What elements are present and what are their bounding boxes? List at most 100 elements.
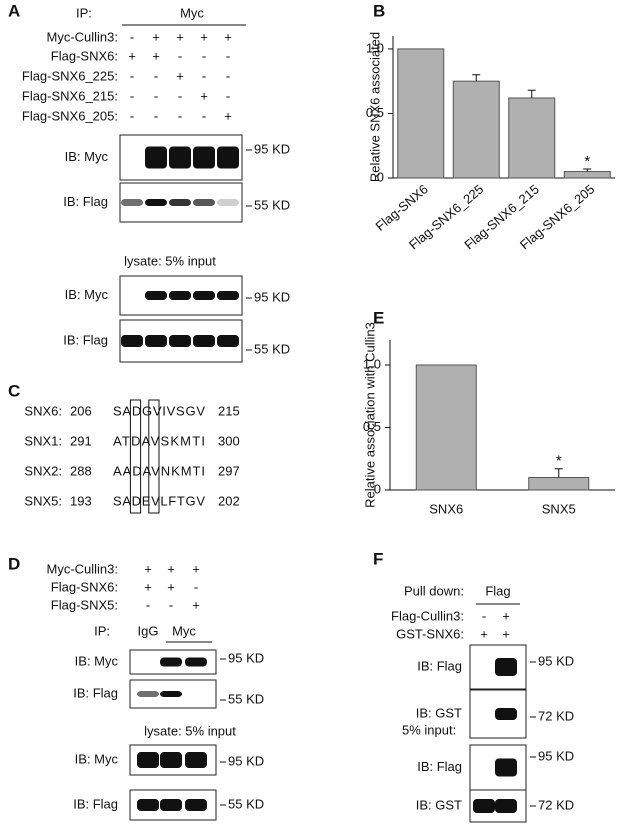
error-bar xyxy=(527,89,536,98)
marker-label: 95 KD xyxy=(228,650,264,665)
condition-label: Flag-Cullin3: xyxy=(391,608,464,623)
residue-end: 297 xyxy=(218,463,240,478)
blot-label: IB: Flag xyxy=(73,796,118,811)
band xyxy=(495,758,517,777)
blot-label: IB: Flag xyxy=(63,332,108,347)
y-axis-label: Relative association with Cullin3 xyxy=(362,322,377,508)
condition-sign: + xyxy=(152,48,160,63)
band xyxy=(137,691,159,697)
significance: * xyxy=(556,453,562,470)
lysate-label: lysate: 5% input xyxy=(124,253,216,268)
condition-sign: - xyxy=(130,108,134,123)
bar xyxy=(528,477,590,491)
condition-sign: - xyxy=(178,48,182,63)
band xyxy=(145,335,167,347)
alignment-box xyxy=(129,399,142,514)
protein-name: SNX6: xyxy=(24,403,62,418)
marker-label: 55 KD xyxy=(254,197,290,212)
bar xyxy=(415,364,477,491)
band xyxy=(145,199,167,206)
condition-label: Flag-SNX6: xyxy=(51,579,118,594)
marker-label: 95 KD xyxy=(538,653,574,668)
y-axis-label: Relative SNX6 associated xyxy=(367,32,382,182)
condition-sign: - xyxy=(130,88,134,103)
band xyxy=(193,335,215,347)
pulldown-label: Flag xyxy=(485,583,510,598)
condition-sign: + xyxy=(502,626,510,641)
x-tick-label: Flag-SNX6 xyxy=(373,181,431,233)
condition-sign: + xyxy=(176,29,184,44)
condition-label: Myc-Cullin3: xyxy=(46,29,118,44)
bar xyxy=(563,171,611,179)
residue-end: 202 xyxy=(218,493,240,508)
condition-sign: + xyxy=(224,108,232,123)
marker-label: 95 KD xyxy=(228,753,264,768)
ip-lane: Myc xyxy=(172,623,196,638)
band xyxy=(185,799,207,811)
condition-sign: - xyxy=(226,48,230,63)
condition-sign: + xyxy=(192,561,200,576)
pulldown-label: Pull down: xyxy=(404,583,464,598)
band xyxy=(193,146,215,169)
residue-end: 215 xyxy=(218,403,240,418)
condition-sign: + xyxy=(144,561,152,576)
condition-sign: + xyxy=(480,626,488,641)
panel-label: D xyxy=(8,554,20,573)
protein-name: SNX5: xyxy=(24,493,62,508)
condition-sign: + xyxy=(200,29,208,44)
significance: * xyxy=(584,153,590,170)
ip-lane: IgG xyxy=(138,623,159,638)
condition-sign: + xyxy=(200,88,208,103)
band xyxy=(160,752,182,768)
residue-start: 288 xyxy=(70,463,92,478)
bar xyxy=(452,80,500,179)
blot-label: IB: Flag xyxy=(417,658,462,673)
band xyxy=(495,658,517,676)
ip-label: IP: xyxy=(94,623,110,638)
error-bar xyxy=(554,468,563,478)
error-bar xyxy=(472,74,481,82)
x-tick-label: SNX5 xyxy=(542,501,576,516)
band xyxy=(217,291,239,300)
condition-label: Flag-SNX6: xyxy=(51,48,118,63)
blot-label: IB: Flag xyxy=(73,685,118,700)
band xyxy=(121,335,143,347)
condition-sign: + xyxy=(144,579,152,594)
y-tick-label: 0 xyxy=(374,481,381,496)
blot-label: IB: Flag xyxy=(63,194,108,209)
condition-sign: + xyxy=(502,608,510,623)
residue-start: 193 xyxy=(70,493,92,508)
band xyxy=(137,799,159,811)
condition-sign: + xyxy=(128,48,136,63)
residue-start: 291 xyxy=(70,433,92,448)
band xyxy=(193,291,215,300)
blot-label: IB: GST xyxy=(416,705,462,720)
band xyxy=(217,335,239,347)
condition-sign: - xyxy=(226,88,230,103)
y-tick-label: 0 xyxy=(377,169,384,184)
band xyxy=(169,291,191,300)
condition-label: Flag-SNX5: xyxy=(51,597,118,612)
blot-label: IB: Myc xyxy=(75,653,119,668)
blot-label: IB: Myc xyxy=(65,287,109,302)
condition-sign: + xyxy=(167,579,175,594)
band xyxy=(160,657,182,667)
marker-label: 72 KD xyxy=(538,708,574,723)
y-tick-label: 1.0 xyxy=(366,40,384,55)
protein-name: SNX2: xyxy=(24,463,62,478)
alignment-box xyxy=(148,399,160,514)
condition-sign: - xyxy=(130,68,134,83)
blot-label: IB: Flag xyxy=(417,759,462,774)
marker-label: 55 KD xyxy=(228,691,264,706)
condition-label: GST-SNX6: xyxy=(396,626,464,641)
error-bar xyxy=(583,168,592,172)
panel-label: E xyxy=(373,308,384,327)
band xyxy=(217,146,239,169)
marker-label: 55 KD xyxy=(254,341,290,356)
band xyxy=(121,199,143,206)
condition-sign: - xyxy=(130,29,134,44)
band xyxy=(160,691,182,697)
band xyxy=(145,291,167,300)
ip-label: IP: xyxy=(76,5,92,20)
